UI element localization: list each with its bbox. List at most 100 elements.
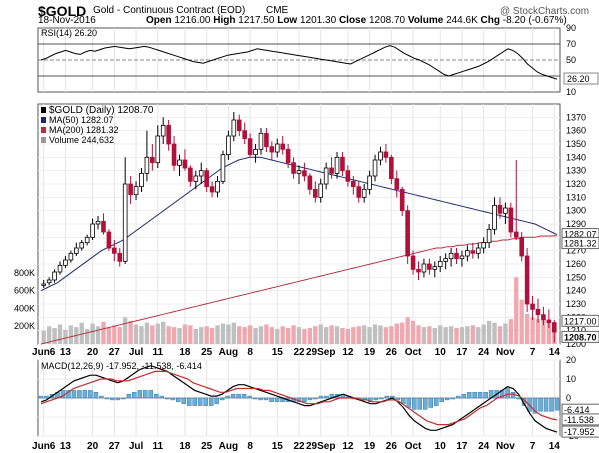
candle-body [226, 135, 231, 156]
candle-body [356, 186, 362, 198]
candle-body [405, 210, 410, 257]
candle-body [318, 183, 324, 198]
candle-body [432, 266, 438, 270]
volume-bar [95, 326, 101, 344]
x-tick-label: 24 [478, 347, 490, 358]
x-tick-label: Jul [129, 347, 144, 358]
macd-histogram-bar [549, 397, 554, 412]
candle-body [269, 146, 275, 153]
volume-bar [112, 325, 117, 344]
macd-histogram-bar [428, 397, 433, 408]
candle-body [193, 175, 199, 182]
x-tick-label: 7 [530, 347, 536, 358]
macd-histogram-bar [532, 397, 538, 414]
candle-body [394, 178, 400, 190]
x-tick-label: 12 [342, 347, 354, 358]
volume-bar [329, 325, 334, 344]
candle-body [459, 255, 465, 260]
macd-histogram-bar [132, 392, 137, 399]
candle-body [378, 151, 383, 161]
volume-bar [188, 325, 193, 344]
x-tick-label-bottom: 25 [201, 441, 213, 452]
volume-bar [508, 319, 514, 344]
volume-bar [481, 324, 486, 344]
macd-histogram-bar [450, 397, 455, 400]
candle-body [551, 322, 557, 333]
macd-histogram-bar [554, 397, 560, 411]
candle-body [410, 255, 416, 270]
price-y-tick-label: 1350 [566, 139, 586, 149]
volume-bar [432, 328, 437, 344]
x-tick-label-bottom: 13 [60, 441, 72, 452]
volume-bar [318, 324, 323, 344]
volume-bar [166, 326, 171, 344]
candle-body [84, 236, 90, 244]
volume-value: 244.6K [446, 15, 478, 26]
candle-body [128, 183, 133, 196]
high-value: 1217.50 [238, 15, 275, 26]
x-tick-label-bottom: 7 [530, 441, 536, 452]
macd-histogram-bar [165, 397, 170, 400]
candle-body [486, 228, 492, 244]
macd-histogram-bar [461, 393, 466, 399]
volume-bar [52, 328, 57, 344]
candle-body [541, 314, 546, 321]
candle-body [416, 268, 421, 273]
candle-body [280, 143, 286, 150]
candle-body [79, 242, 85, 249]
price-value-box [561, 330, 599, 343]
macd-histogram-bar [477, 392, 483, 399]
x-tick-label-bottom: 22 [293, 441, 305, 452]
price-legend-entry: MA(50) 1282.07 [49, 115, 114, 125]
candle-body [117, 252, 123, 262]
candle-body [247, 138, 253, 156]
candle-body [427, 263, 432, 270]
macd-histogram-bar [154, 393, 159, 399]
volume-bar [280, 326, 285, 344]
volume-bar [421, 327, 427, 344]
volume-bar [476, 327, 481, 344]
price-y-tick-label: 1320 [566, 179, 586, 189]
price-y-tick-label: 1210 [566, 326, 586, 336]
candle-body [57, 264, 63, 273]
volume-bar [226, 324, 231, 344]
x-tick-label-bottom: 18 [179, 441, 191, 452]
macd-histogram-bar [175, 397, 181, 403]
chg-value: -8.20 (-0.67%) [502, 15, 567, 26]
credit-label: @ StockCharts.com [500, 6, 590, 17]
macd-histogram-bar [313, 397, 318, 400]
volume-bar [90, 323, 95, 344]
close-label: Close [338, 15, 367, 26]
x-tick-label-bottom: 20 [87, 441, 99, 452]
volume-bar [199, 327, 204, 344]
macd-histogram-bar [417, 397, 423, 410]
volume-axis-label: 800K [14, 268, 35, 278]
macd-histogram-bar [77, 390, 82, 399]
volume-bar [57, 324, 63, 344]
volume-bar [133, 324, 139, 344]
macd-histogram-bar [483, 392, 488, 399]
x-tick-label-bottom: 15 [272, 441, 284, 452]
volume-bar [253, 328, 258, 344]
candle-body [258, 132, 264, 150]
volume-axis-label: 200K [14, 321, 35, 331]
macd-histogram-bar [148, 390, 154, 399]
low-value: 1201.30 [300, 15, 337, 26]
volume-bar [128, 320, 133, 344]
rsi-y-tick-label: 90 [566, 23, 576, 33]
volume-bar [46, 326, 52, 344]
volume-bar [313, 326, 318, 344]
candle-body [106, 231, 112, 249]
price-legend-swatch [41, 117, 46, 123]
candle-body [421, 263, 427, 273]
macd-histogram-bar [110, 397, 115, 401]
price-y-tick-label: 1240 [566, 286, 586, 296]
volume-bar [231, 322, 236, 344]
candle-body [46, 279, 52, 284]
rsi-y-tick-label: 70 [566, 39, 576, 49]
candle-body [323, 167, 329, 185]
volume-bar [400, 322, 405, 344]
volume-bar [454, 328, 459, 344]
price-legend-entry: $GOLD (Daily) 1208.70 [49, 105, 154, 116]
price-legend-entry: Volume 244,632 [49, 135, 114, 145]
